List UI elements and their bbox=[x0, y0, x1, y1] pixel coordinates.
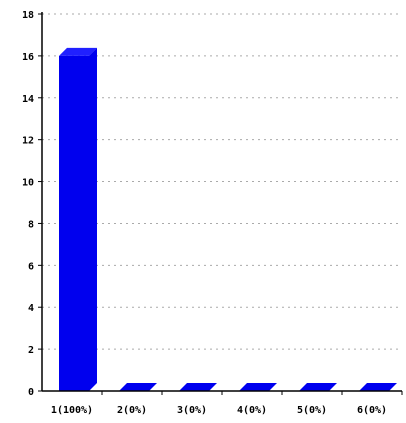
y-tick-label: 16 bbox=[22, 52, 34, 63]
bar-flat bbox=[239, 383, 277, 391]
x-tick-label: 1(100%) bbox=[51, 405, 93, 416]
x-tick-label: 3(0%) bbox=[177, 405, 207, 416]
x-tick-label: 2(0%) bbox=[117, 405, 147, 416]
y-tick-label: 4 bbox=[28, 303, 34, 314]
y-tick-label: 14 bbox=[22, 94, 34, 105]
gridlines bbox=[42, 13, 402, 350]
y-tick-label: 12 bbox=[22, 136, 34, 147]
x-tick-label: 5(0%) bbox=[297, 405, 327, 416]
bar bbox=[59, 47, 97, 392]
bar-top bbox=[59, 47, 97, 56]
bar bbox=[239, 383, 277, 391]
x-tick-labels: 1(100%) 2(0%) 3(0%) 4(0%) 5(0%) 6(0%) bbox=[51, 391, 403, 416]
bar bbox=[299, 383, 337, 391]
y-tick-label: 2 bbox=[28, 345, 34, 356]
x-tick-label: 6(0%) bbox=[357, 405, 387, 416]
bar-flat bbox=[359, 383, 397, 391]
bar bbox=[359, 383, 397, 391]
y-tick-label: 0 bbox=[28, 387, 34, 398]
bar-face bbox=[59, 55, 89, 392]
y-tick-labels: 0 2 4 6 8 10 12 14 16 18 bbox=[22, 10, 42, 398]
y-tick-label: 18 bbox=[22, 10, 34, 21]
y-tick-label: 8 bbox=[28, 219, 34, 230]
bar bbox=[179, 383, 217, 391]
x-tick-label: 4(0%) bbox=[237, 405, 267, 416]
bar-flat bbox=[179, 383, 217, 391]
y-tick-label: 6 bbox=[28, 261, 34, 272]
bar-flat bbox=[299, 383, 337, 391]
bar bbox=[119, 383, 157, 391]
bar-side bbox=[89, 47, 97, 392]
y-tick-label: 10 bbox=[22, 178, 34, 189]
bars bbox=[59, 47, 397, 392]
bar-flat bbox=[119, 383, 157, 391]
